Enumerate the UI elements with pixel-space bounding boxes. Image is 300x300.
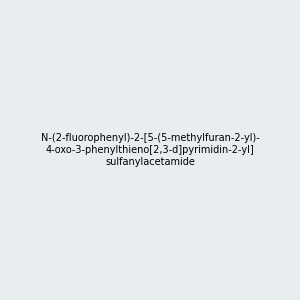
Text: N-(2-fluorophenyl)-2-[5-(5-methylfuran-2-yl)-
4-oxo-3-phenylthieno[2,3-d]pyrimid: N-(2-fluorophenyl)-2-[5-(5-methylfuran-2…: [40, 134, 260, 166]
